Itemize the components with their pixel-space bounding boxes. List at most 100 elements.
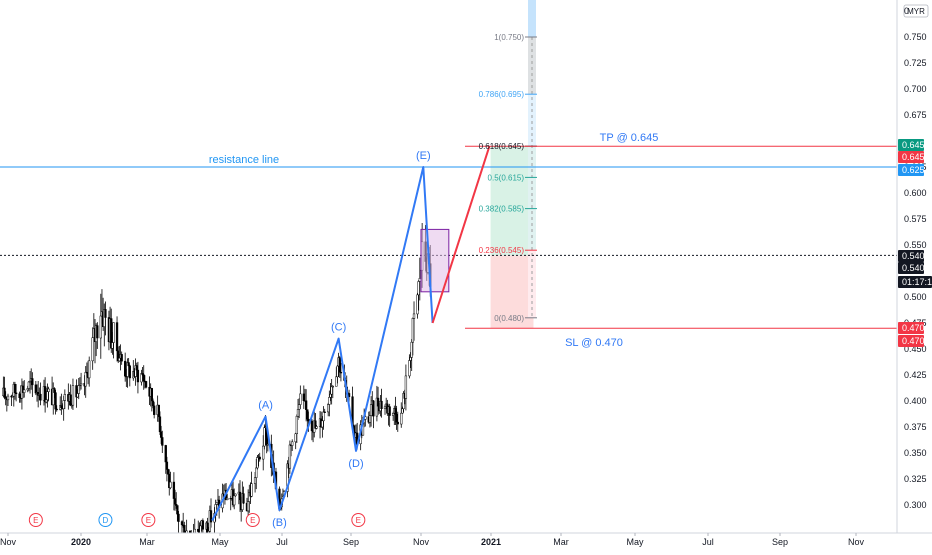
earnings-badge bbox=[351, 513, 366, 527]
candle-body bbox=[112, 322, 115, 343]
price-tag-box bbox=[898, 164, 924, 176]
candle-body bbox=[142, 374, 145, 382]
candle-body bbox=[164, 445, 167, 463]
time-axis[interactable]: Nov 2020 Mar May Jul Sep Nov 2021 Mar May Jul Sep No… bbox=[0, 532, 932, 550]
price-tick-label: 0.325 bbox=[904, 474, 927, 484]
annotations: 1(0.750) 0.786(0.695) 0.618(0.645) 0.5(0.61… bbox=[209, 33, 659, 529]
fib-level-label: 0(0.480) bbox=[494, 314, 524, 323]
candle-body bbox=[176, 505, 179, 515]
candle-body bbox=[256, 456, 259, 469]
candle-body bbox=[175, 503, 178, 506]
price-tag-box bbox=[898, 151, 924, 163]
time-tick-label: May bbox=[626, 537, 644, 547]
price-tick-label: 0.500 bbox=[904, 292, 927, 302]
candle-body bbox=[84, 371, 87, 387]
time-tick-label: Nov bbox=[848, 537, 865, 547]
price-tag-label: 0.470 bbox=[902, 336, 925, 346]
candle-body bbox=[266, 443, 270, 446]
candle-body bbox=[18, 393, 21, 398]
candle-body bbox=[169, 481, 172, 489]
candle-body bbox=[46, 391, 49, 401]
candle-body bbox=[159, 431, 163, 438]
candle-body bbox=[166, 469, 170, 475]
candle-body bbox=[180, 521, 184, 526]
price-tick-label: 0.375 bbox=[904, 422, 927, 432]
candle-body bbox=[339, 371, 343, 374]
candle-body bbox=[323, 411, 326, 413]
candle-body bbox=[376, 397, 380, 407]
candle-body bbox=[380, 400, 383, 409]
drawings bbox=[0, 36, 897, 522]
candle-body bbox=[144, 381, 148, 388]
candle-body bbox=[136, 369, 140, 383]
price-tag-label: 0.470 bbox=[902, 323, 925, 333]
candle-body bbox=[124, 360, 127, 377]
candle-body bbox=[246, 501, 250, 512]
candle-body bbox=[296, 409, 300, 417]
candle-body bbox=[298, 404, 301, 410]
candlesticks bbox=[2, 222, 432, 546]
candle-body bbox=[383, 406, 387, 409]
candle-body bbox=[27, 381, 31, 389]
earnings-badge bbox=[141, 513, 156, 527]
candle-body bbox=[238, 491, 242, 501]
candle-body bbox=[388, 406, 391, 416]
candle-body bbox=[408, 360, 411, 377]
candle-body bbox=[88, 360, 91, 379]
candle-body bbox=[3, 387, 6, 398]
candle-body bbox=[199, 525, 202, 534]
candle-body bbox=[315, 426, 318, 429]
dividend-badge bbox=[98, 513, 113, 527]
price-tick-label: 0.350 bbox=[904, 448, 927, 458]
candle-body bbox=[307, 418, 310, 422]
candle-body bbox=[177, 513, 180, 522]
candle-body bbox=[418, 278, 421, 282]
candle-body bbox=[153, 405, 156, 415]
candle-body bbox=[327, 404, 330, 413]
candle-body bbox=[314, 420, 317, 429]
candle-body bbox=[291, 441, 294, 446]
axis-zero-label: 0 bbox=[904, 6, 909, 16]
price-tag-label: 0.540 bbox=[902, 251, 925, 261]
price-tag-box bbox=[898, 335, 924, 347]
candle-body bbox=[335, 376, 338, 387]
earnings-badge bbox=[28, 513, 43, 527]
candle-body bbox=[372, 400, 375, 417]
candle-body bbox=[215, 502, 218, 505]
candle-body bbox=[53, 388, 56, 393]
price-tick-label: 0.725 bbox=[904, 58, 927, 68]
candle-body bbox=[140, 373, 143, 383]
candle-body bbox=[336, 365, 339, 378]
candle-body bbox=[79, 383, 83, 386]
candle-body bbox=[115, 322, 119, 352]
currency-button[interactable]: MYR bbox=[903, 4, 929, 18]
candle-body bbox=[77, 385, 80, 394]
price-tick-label: 0.550 bbox=[904, 240, 927, 250]
candle-body bbox=[120, 354, 123, 362]
price-tag-box bbox=[898, 250, 924, 262]
time-tick-label: Sep bbox=[772, 537, 788, 547]
candle-body bbox=[262, 445, 265, 460]
candle-body bbox=[368, 415, 372, 423]
candle-body bbox=[321, 420, 324, 428]
candle-body bbox=[330, 386, 333, 395]
time-tick-label: 2020 bbox=[71, 537, 91, 547]
candle-body bbox=[76, 393, 79, 398]
candle-body bbox=[263, 427, 266, 447]
candle-body bbox=[255, 467, 258, 478]
price-tag-box bbox=[898, 262, 924, 274]
candle-body bbox=[411, 318, 415, 343]
time-tick-label: May bbox=[211, 537, 229, 547]
candle-body bbox=[417, 281, 420, 296]
candle-body bbox=[310, 420, 314, 432]
candle-body bbox=[104, 309, 107, 318]
event-badge-label: E bbox=[250, 516, 255, 525]
candle-body bbox=[412, 313, 416, 319]
price-tag-box bbox=[898, 322, 924, 334]
candle-body bbox=[118, 357, 121, 362]
fib-band-grey bbox=[528, 37, 536, 95]
price-tag-label: 0.625 bbox=[902, 165, 925, 175]
candle-body bbox=[161, 437, 164, 446]
time-tick-label: Jul bbox=[276, 537, 288, 547]
